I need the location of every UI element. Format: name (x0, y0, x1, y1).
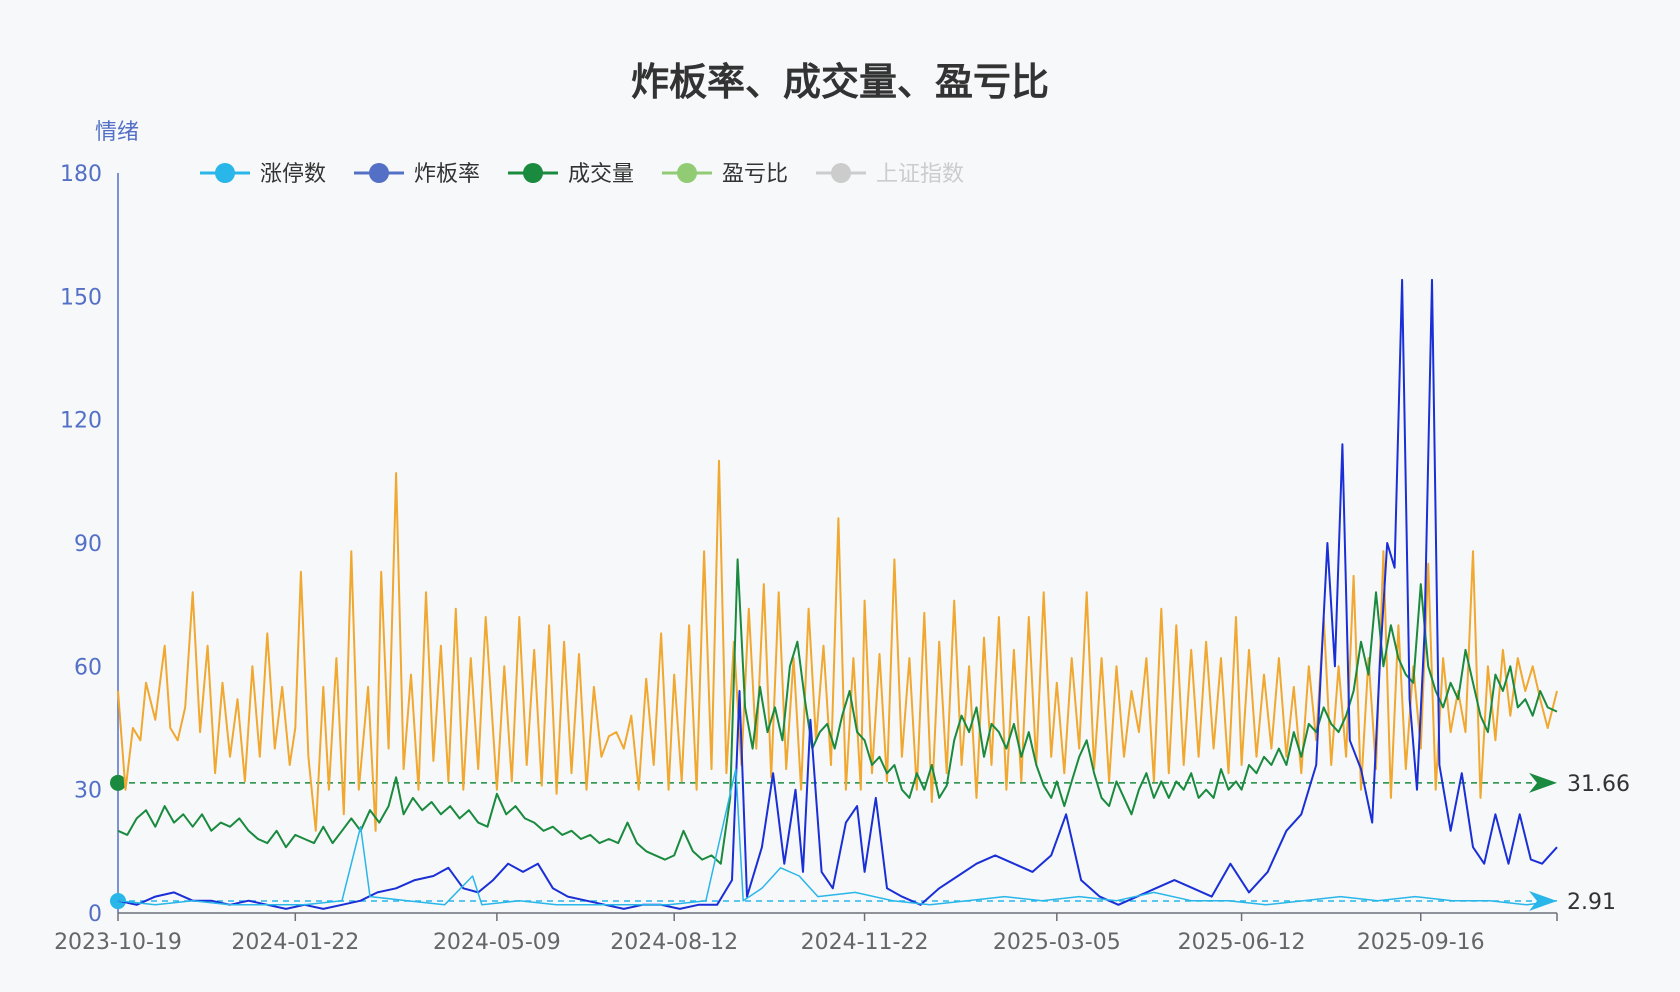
axes: 0 30 60 90 120 150 180 2023-10-19 2024-01-22 2024… (54, 162, 1558, 955)
x-tick-label: 2024-01-22 (231, 930, 359, 955)
end-value-label: 31.66 (1567, 772, 1630, 797)
series-line-炸板率 (117, 459, 1558, 832)
mark-lines (110, 772, 1557, 912)
end-value-label: 2.91 (1567, 890, 1616, 915)
chart-title: 炸板率、成交量、盈亏比 (631, 60, 1049, 104)
y-tick-label: 180 (60, 162, 102, 187)
y-tick-label: 60 (74, 655, 102, 680)
y-tick-label: 150 (60, 285, 102, 310)
series-line-盈亏比 (117, 278, 1558, 910)
y-tick-label: 120 (60, 409, 102, 434)
series-line-涨停数 (117, 768, 1558, 906)
legend-item-label: 盈亏比 (722, 162, 788, 187)
legend-item-label: 涨停数 (260, 162, 326, 187)
y-tick-label: 30 (74, 779, 102, 804)
legend-marker (523, 163, 543, 183)
end-labels: 31.66 2.91 (1567, 772, 1630, 915)
mark-line-arrow-成交量 (1529, 772, 1557, 793)
x-tick-label: 2025-09-16 (1357, 930, 1485, 955)
y-tick-label: 90 (74, 532, 102, 557)
x-tick-label: 2024-11-22 (801, 930, 929, 955)
mark-line-start-成交量 (110, 774, 126, 791)
legend-marker (215, 163, 235, 183)
y-axis-label: 情绪 (95, 120, 139, 145)
x-tick-label: 2023-10-19 (54, 930, 182, 955)
legend-marker (369, 163, 389, 183)
x-tick-label: 2025-06-12 (1178, 930, 1306, 955)
legend-marker (831, 163, 851, 183)
x-tick-label: 2024-08-12 (610, 930, 738, 955)
x-tick-label: 2025-03-05 (993, 930, 1121, 955)
legend-item-label: 炸板率 (414, 162, 480, 187)
legend-marker (677, 163, 697, 183)
series-line-成交量 (117, 558, 1558, 865)
y-tick-label: 0 (88, 902, 102, 927)
legend-item-label: 成交量 (568, 162, 634, 187)
mark-line-arrow-涨停数 (1529, 891, 1557, 912)
x-tick-label: 2024-05-09 (433, 930, 561, 955)
series-layer (117, 278, 1558, 910)
legend-item-label: 上证指数 (876, 162, 964, 187)
legend: 涨停数 炸板率 成交量 盈亏比 上证指数 (200, 162, 964, 187)
